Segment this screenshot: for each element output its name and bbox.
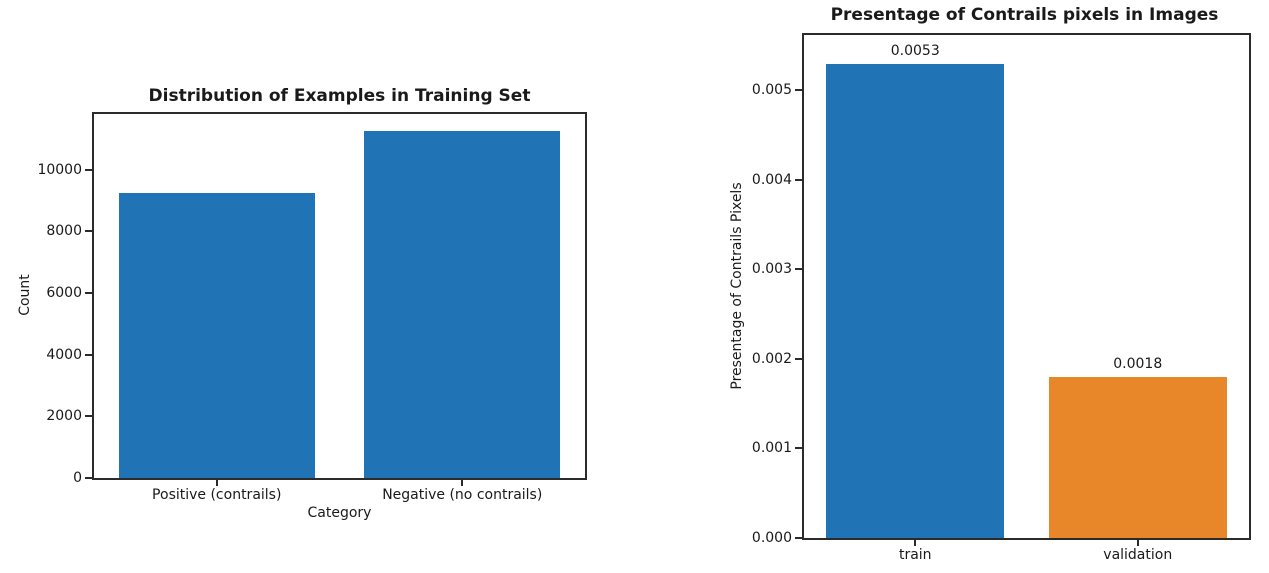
y-tick-mark	[795, 537, 802, 539]
chart-contrail-percentage-ylabel: Presentage of Contrails Pixels	[729, 182, 745, 390]
y-tick-mark	[85, 353, 92, 356]
x-tick-mark	[1136, 540, 1139, 546]
bar-train	[826, 63, 1005, 538]
y-tick-label: 0.005	[751, 82, 792, 99]
chart-distribution-xlabel: Category	[307, 505, 372, 521]
bar-negative-no-contrails-	[364, 130, 561, 478]
y-tick-label: 0.003	[751, 261, 792, 278]
y-tick-label: 0	[73, 470, 82, 486]
x-tick-mark	[461, 480, 464, 486]
bar-value-label: 0.0018	[1113, 355, 1163, 372]
x-tick-label: train	[898, 547, 932, 563]
y-tick-mark	[85, 477, 92, 479]
y-tick-mark	[795, 357, 802, 360]
y-tick-label: 2000	[46, 408, 82, 425]
chart-distribution-title: Distribution of Examples in Training Set	[148, 86, 531, 106]
y-tick-label: 0.000	[751, 530, 792, 546]
y-tick-mark	[85, 230, 92, 233]
chart-distribution-ylabel: Count	[17, 274, 33, 316]
x-tick-label: Negative (no contrails)	[382, 487, 543, 503]
x-tick-label: Positive (contrails)	[152, 487, 282, 503]
y-tick-label: 0.002	[751, 350, 792, 367]
chart-contrail-percentage-plot-area: 0.000 0.001 0.002 0.003 0.004 0.005 train 0.005…	[752, 33, 1251, 563]
y-tick-label: 8000	[46, 223, 82, 240]
y-tick-mark	[795, 268, 802, 271]
y-tick-mark	[85, 291, 92, 294]
y-tick-mark	[85, 168, 92, 171]
y-tick-mark	[795, 447, 802, 450]
y-tick-mark	[795, 178, 802, 181]
bar-value-label: 0.0053	[890, 42, 940, 59]
x-tick-label: validation	[1103, 547, 1173, 563]
y-tick-mark	[85, 415, 92, 418]
bar-validation	[1048, 376, 1227, 538]
chart-contrail-percentage-title: Presentage of Contrails pixels in Images	[830, 5, 1219, 25]
y-tick-mark	[795, 89, 802, 92]
y-tick-label: 4000	[46, 346, 82, 363]
y-tick-label: 6000	[46, 284, 82, 301]
chart-distribution-plot-area: 0 2000 4000 6000 8000 10000 Positive (contrail…	[37, 112, 587, 503]
x-tick-mark	[215, 480, 218, 486]
y-tick-label: 0.001	[751, 440, 792, 457]
x-tick-mark	[914, 540, 917, 546]
y-tick-label: 0.004	[751, 171, 792, 188]
bar-positive-contrails-	[118, 193, 315, 478]
y-tick-label: 10000	[37, 161, 82, 178]
